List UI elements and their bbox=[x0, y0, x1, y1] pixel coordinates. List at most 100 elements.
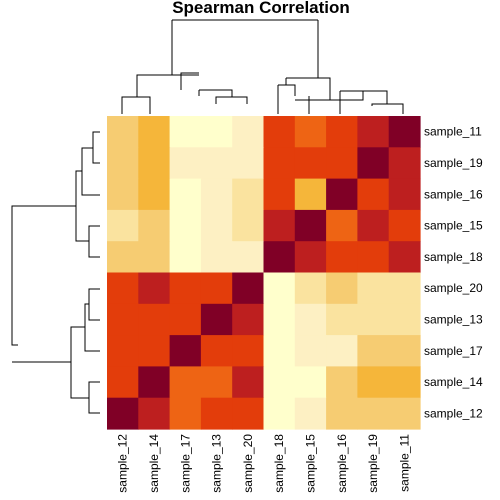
heatmap-cell bbox=[357, 303, 390, 336]
column-label: sample_11 bbox=[397, 434, 411, 492]
heatmap-cells bbox=[107, 116, 421, 430]
chart-title: Spearman Correlation bbox=[172, 0, 350, 17]
heatmap-cell bbox=[388, 335, 421, 367]
heatmap-cell bbox=[200, 178, 233, 211]
heatmap-cell bbox=[200, 397, 233, 430]
heatmap-cell bbox=[138, 366, 171, 399]
column-label: sample_13 bbox=[210, 434, 224, 493]
heatmap-cell bbox=[326, 147, 358, 180]
row-label: sample_15 bbox=[424, 219, 483, 233]
heatmap-cell bbox=[294, 366, 327, 399]
heatmap-cell bbox=[326, 303, 358, 336]
heatmap-cell bbox=[294, 303, 327, 336]
heatmap-cell bbox=[294, 178, 327, 211]
heatmap-cell bbox=[263, 178, 296, 211]
heatmap-cell bbox=[388, 366, 421, 399]
column-label: sample_16 bbox=[335, 434, 349, 493]
heatmap-cell bbox=[169, 366, 202, 399]
heatmap-cell bbox=[357, 178, 390, 211]
heatmap-cell bbox=[232, 366, 265, 399]
heatmap-cell bbox=[107, 272, 139, 305]
heatmap-cell bbox=[138, 335, 171, 367]
heatmap-cell bbox=[107, 366, 139, 399]
heatmap-cell bbox=[169, 178, 202, 211]
row-label: sample_14 bbox=[424, 375, 483, 389]
column-labels: sample_12 sample_14 sample_17 sample_13 samp… bbox=[116, 434, 412, 493]
heatmap-cell bbox=[326, 241, 358, 274]
row-label: sample_13 bbox=[424, 312, 483, 326]
heatmap-cell bbox=[263, 116, 296, 148]
heatmap-cell bbox=[294, 335, 327, 367]
heatmap-cell bbox=[357, 397, 390, 430]
heatmap-cell bbox=[107, 335, 139, 367]
heatmap-cell bbox=[357, 209, 390, 242]
row-label: sample_19 bbox=[424, 156, 483, 170]
column-label: sample_14 bbox=[147, 434, 161, 493]
heatmap-cell bbox=[357, 116, 390, 148]
heatmap-cell bbox=[263, 303, 296, 336]
heatmap-cell bbox=[169, 241, 202, 274]
heatmap-cell bbox=[294, 209, 327, 242]
heatmap-cell bbox=[107, 209, 139, 242]
heatmap-cell bbox=[357, 335, 390, 367]
heatmap-cell bbox=[200, 272, 233, 305]
heatmap-cell bbox=[357, 147, 390, 180]
row-label: sample_18 bbox=[424, 250, 483, 264]
heatmap-cell bbox=[294, 272, 327, 305]
heatmap-cell bbox=[200, 116, 233, 148]
heatmap-cell bbox=[232, 178, 265, 211]
heatmap-cell bbox=[388, 209, 421, 242]
row-label: sample_17 bbox=[424, 344, 483, 358]
heatmap-cell bbox=[326, 272, 358, 305]
column-label: sample_19 bbox=[366, 434, 380, 493]
heatmap-cell bbox=[107, 303, 139, 336]
heatmap-cell bbox=[326, 209, 358, 242]
heatmap-cell bbox=[107, 241, 139, 274]
heatmap-cell bbox=[326, 366, 358, 399]
heatmap-cell bbox=[169, 209, 202, 242]
heatmap-cell bbox=[169, 303, 202, 336]
heatmap-cell bbox=[232, 209, 265, 242]
row-label: sample_16 bbox=[424, 187, 483, 201]
heatmap-cell bbox=[326, 116, 358, 148]
column-label: sample_18 bbox=[272, 434, 286, 493]
heatmap-cell bbox=[357, 241, 390, 274]
heatmap-cell bbox=[263, 335, 296, 367]
heatmap-cell bbox=[138, 147, 171, 180]
heatmap-cell bbox=[200, 335, 233, 367]
heatmap-cell bbox=[107, 397, 139, 430]
heatmap-cell bbox=[200, 366, 233, 399]
heatmap-cell bbox=[388, 272, 421, 305]
heatmap-cell bbox=[326, 335, 358, 367]
heatmap-cell bbox=[294, 116, 327, 148]
heatmap-cell bbox=[263, 397, 296, 430]
heatmap-cell bbox=[232, 272, 265, 305]
heatmap-cell bbox=[232, 147, 265, 180]
heatmap-cell bbox=[169, 335, 202, 367]
row-labels: sample_11 sample_19 sample_16 sample_15samp… bbox=[424, 125, 483, 421]
column-label: sample_15 bbox=[303, 434, 317, 493]
heatmap-cell bbox=[169, 147, 202, 180]
heatmap-cell bbox=[138, 116, 171, 148]
row-dendrogram bbox=[11, 131, 100, 414]
heatmap-cell bbox=[200, 241, 233, 274]
heatmap-cell bbox=[169, 272, 202, 305]
heatmap-cell bbox=[232, 241, 265, 274]
heatmap-cell bbox=[232, 303, 265, 336]
heatmap-cell bbox=[107, 116, 139, 148]
column-dendrogram bbox=[121, 19, 404, 114]
heatmap-cell bbox=[326, 397, 358, 430]
heatmap-cell bbox=[326, 178, 358, 211]
heatmap-cell bbox=[200, 209, 233, 242]
heatmap-cell bbox=[232, 335, 265, 367]
heatmap-cell bbox=[263, 366, 296, 399]
heatmap-cell bbox=[138, 303, 171, 336]
heatmap-cell bbox=[357, 272, 390, 305]
heatmap-cell bbox=[294, 397, 327, 430]
heatmap-cell bbox=[388, 241, 421, 274]
column-label: sample_20 bbox=[241, 434, 255, 493]
heatmap-cell bbox=[169, 397, 202, 430]
heatmap-cell bbox=[138, 397, 171, 430]
heatmap-cell bbox=[169, 116, 202, 148]
